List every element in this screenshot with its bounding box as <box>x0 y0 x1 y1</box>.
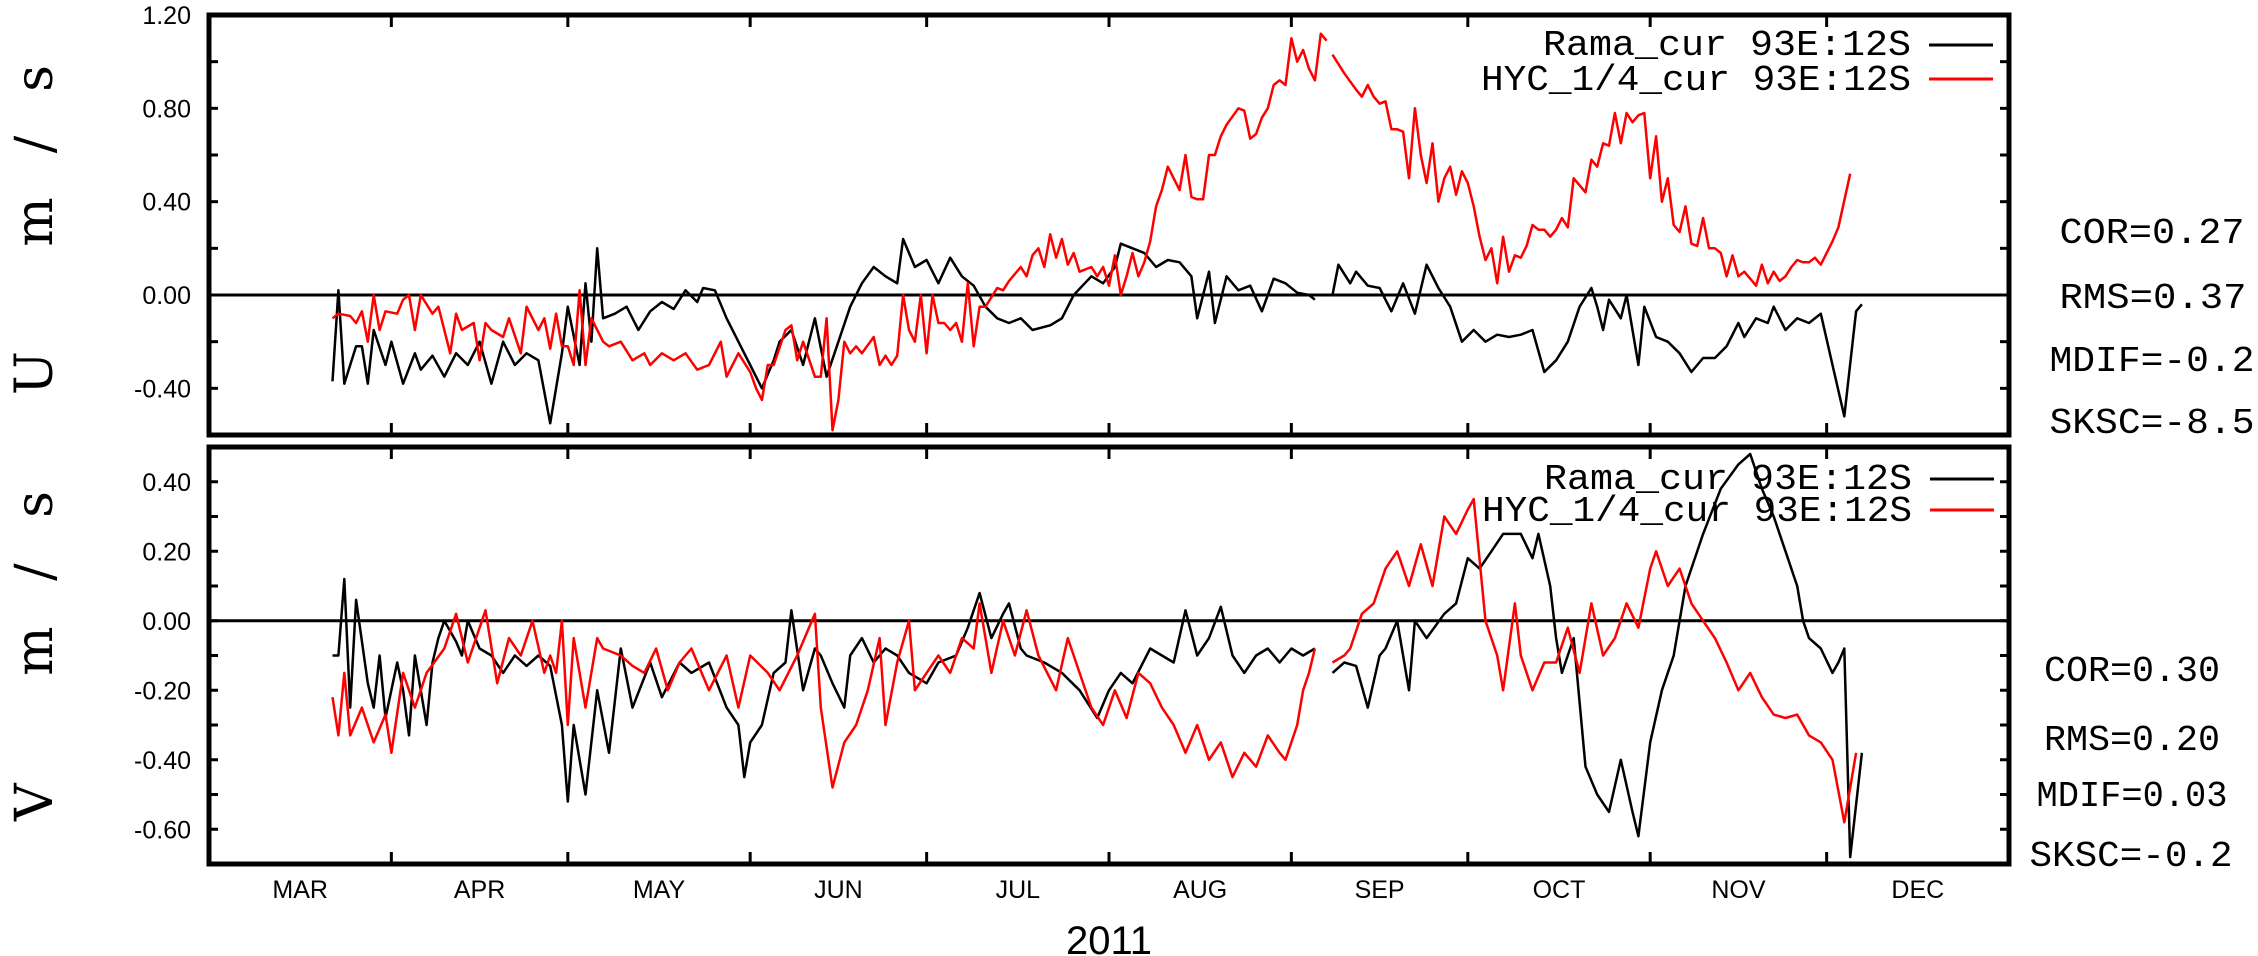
u-series-line-hycom <box>331 32 1328 432</box>
v-stat-rms: RMS=0.20 <box>2044 720 2220 761</box>
u-legend: Rama_cur 93E:12S HYC_1/4_cur 93E:12S <box>1481 25 1993 101</box>
u-series-line-hycom <box>1331 54 1852 287</box>
u-ytick-label: -0.40 <box>134 375 191 403</box>
u-panel: 1.20 0.80 0.40 0.00 -0.40 <box>134 2 2012 438</box>
v-ytick-label: -0.60 <box>134 816 191 844</box>
v-legend-label-hycom: HYC_1/4_cur 93E:12S <box>1482 491 1912 532</box>
v-stats: COR=0.30 RMS=0.20 MDIF=0.03 SKSC=-0.2 <box>2030 651 2233 877</box>
u-ytick-label: 1.20 <box>142 2 191 30</box>
u-legend-label-hycom: HYC_1/4_cur 93E:12S <box>1481 60 1911 101</box>
month-label-jul: JUL <box>996 876 1041 904</box>
u-series-line-rama <box>1331 263 1863 418</box>
u-stat-cor: COR=0.27 <box>2060 213 2245 254</box>
x-axis-title: 2011 <box>1066 919 1152 956</box>
month-label-sep: SEP <box>1355 876 1405 904</box>
v-panel: 0.40 0.20 0.00 -0.20 -0.40 -0.60 <box>134 444 2012 867</box>
month-label-may: MAY <box>633 876 686 904</box>
month-label-jun: JUN <box>814 876 863 904</box>
u-stat-sksc: SKSC=-8.5 <box>2050 403 2255 444</box>
v-stat-cor: COR=0.30 <box>2044 651 2220 692</box>
month-label-nov: NOV <box>1711 876 1766 904</box>
v-ytick-label: -0.20 <box>134 677 191 705</box>
u-stat-rms: RMS=0.37 <box>2060 278 2247 319</box>
v-series-line-hycom <box>1331 497 1858 824</box>
u-plot-frame <box>206 12 2012 438</box>
month-label-oct: OCT <box>1533 876 1586 904</box>
month-label-mar: MAR <box>272 876 328 904</box>
v-legend: Rama_cur 93E:12S HYC_1/4_cur 93E:12S <box>1482 459 1994 532</box>
month-label-aug: AUG <box>1173 876 1227 904</box>
u-series-line-rama <box>331 237 1316 425</box>
v-stat-mdif: MDIF=0.03 <box>2037 776 2228 817</box>
panels: 1.20 0.80 0.40 0.00 -0.40 0.40 0.20 0.00 -0.20 -0… <box>134 2 2012 904</box>
v-ytick-label: 0.00 <box>142 608 191 636</box>
u-axis-title: U m/s <box>5 65 65 395</box>
v-axis-title: V m/s <box>5 491 65 822</box>
v-series-line-rama <box>1331 452 1864 859</box>
v-ytick-label: -0.40 <box>134 747 191 775</box>
v-plot-frame <box>206 444 2012 867</box>
v-ytick-label: 0.20 <box>142 538 191 566</box>
u-stat-mdif: MDIF=-0.2 <box>2050 341 2255 382</box>
u-ytick-label: 0.00 <box>142 282 191 310</box>
month-label-apr: APR <box>454 876 505 904</box>
u-ytick-label: 0.80 <box>142 95 191 123</box>
v-series-line-hycom <box>331 602 1317 789</box>
v-series-line-rama <box>332 577 1316 803</box>
u-legend-label-rama: Rama_cur 93E:12S <box>1543 25 1911 66</box>
u-ytick-label: 0.40 <box>142 189 191 217</box>
v-legend-label-rama: Rama_cur 93E:12S <box>1544 459 1912 500</box>
v-stat-sksc: SKSC=-0.2 <box>2030 836 2233 877</box>
v-ytick-label: 0.40 <box>142 469 191 497</box>
u-stats: COR=0.27 RMS=0.37 MDIF=-0.2 SKSC=-8.5 <box>2050 213 2255 444</box>
month-label-dec: DEC <box>1891 876 1944 904</box>
